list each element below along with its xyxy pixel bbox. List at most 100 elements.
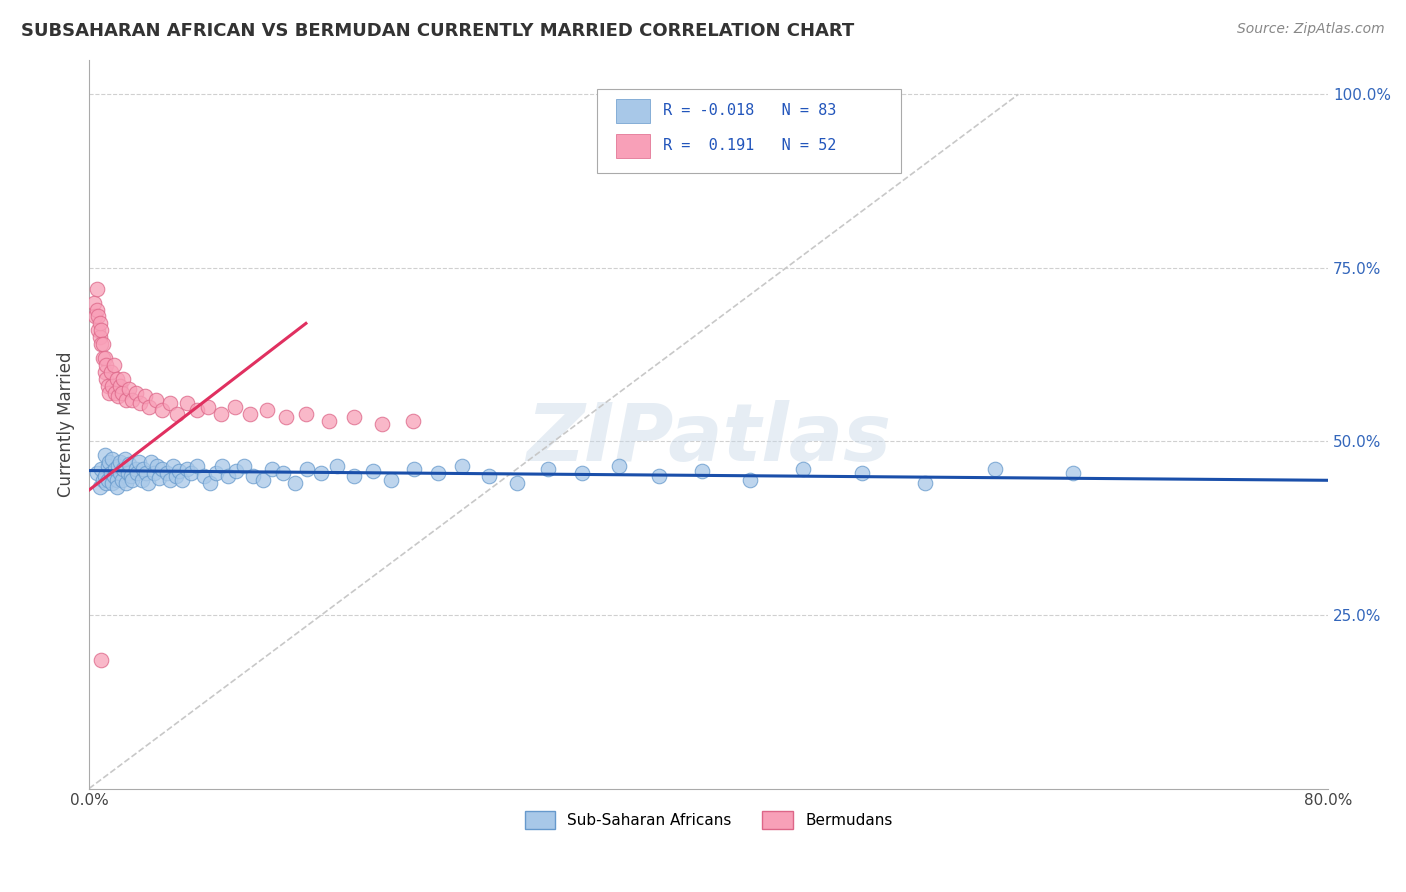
Point <box>91 337 114 351</box>
Point <box>326 458 349 473</box>
Point <box>115 392 138 407</box>
Point <box>297 462 319 476</box>
Point <box>121 392 143 407</box>
Point <box>166 407 188 421</box>
Point <box>108 466 131 480</box>
Point <box>103 358 125 372</box>
FancyBboxPatch shape <box>598 89 901 172</box>
Point <box>217 469 239 483</box>
Point <box>571 466 593 480</box>
Point <box>139 455 162 469</box>
Text: ZIPatlas: ZIPatlas <box>526 400 891 477</box>
Point <box>536 462 558 476</box>
Point <box>311 466 333 480</box>
Point <box>198 476 221 491</box>
Point <box>118 382 141 396</box>
Point <box>108 455 131 469</box>
Point <box>101 379 124 393</box>
Point <box>209 407 232 421</box>
Point <box>271 466 294 480</box>
Point <box>159 396 181 410</box>
Point <box>94 372 117 386</box>
Point <box>180 466 202 480</box>
Point <box>295 407 318 421</box>
Point <box>167 464 190 478</box>
Point <box>176 462 198 476</box>
Point <box>914 476 936 491</box>
Text: R =  0.191   N = 52: R = 0.191 N = 52 <box>662 138 837 153</box>
Point <box>242 469 264 483</box>
Point <box>89 317 111 331</box>
Point <box>105 473 128 487</box>
Point <box>98 455 121 469</box>
Point <box>84 310 107 324</box>
Point <box>505 476 527 491</box>
Point <box>205 466 228 480</box>
Point <box>143 466 166 480</box>
Text: R = -0.018   N = 83: R = -0.018 N = 83 <box>662 103 837 118</box>
Point <box>108 379 131 393</box>
Point <box>91 473 114 487</box>
Point <box>125 466 148 480</box>
Point <box>186 458 208 473</box>
Point <box>380 473 402 487</box>
Point <box>97 379 120 393</box>
Point <box>107 389 129 403</box>
Point <box>112 372 135 386</box>
Point <box>104 462 127 476</box>
Point <box>224 400 246 414</box>
Point <box>90 323 112 337</box>
Point <box>159 473 181 487</box>
Point <box>197 400 219 414</box>
Bar <box>616 99 651 123</box>
Point <box>150 403 173 417</box>
Point <box>792 462 814 476</box>
Point <box>93 351 115 365</box>
Point <box>607 458 630 473</box>
Point <box>426 466 449 480</box>
Point <box>128 455 150 469</box>
Point <box>124 385 146 400</box>
Point <box>451 458 474 473</box>
Point <box>114 451 136 466</box>
Point <box>93 469 115 483</box>
Point <box>225 464 247 478</box>
Point <box>274 410 297 425</box>
Point <box>343 410 366 425</box>
Point <box>146 458 169 473</box>
Point <box>97 473 120 487</box>
Point <box>136 476 159 491</box>
Point <box>112 462 135 476</box>
Point <box>148 470 170 484</box>
Point <box>145 392 167 407</box>
Point <box>118 457 141 471</box>
Point <box>86 302 108 317</box>
Point <box>100 466 122 480</box>
Point <box>110 385 132 400</box>
Legend: Sub-Saharan Africans, Bermudans: Sub-Saharan Africans, Bermudans <box>519 805 898 836</box>
Point <box>135 466 157 480</box>
Point <box>124 462 146 476</box>
Point <box>103 469 125 483</box>
Point <box>155 466 177 480</box>
Y-axis label: Currently Married: Currently Married <box>58 351 75 497</box>
Point <box>318 414 340 428</box>
Point <box>284 476 307 491</box>
Point <box>176 396 198 410</box>
Point <box>98 385 121 400</box>
Point <box>86 466 108 480</box>
Point <box>117 466 139 480</box>
Point <box>90 653 112 667</box>
Point <box>91 351 114 365</box>
Point <box>404 462 426 476</box>
Point <box>165 469 187 483</box>
Point <box>94 358 117 372</box>
Point <box>83 295 105 310</box>
Point <box>138 400 160 414</box>
Point <box>740 473 762 487</box>
Point <box>93 365 115 379</box>
Point <box>121 473 143 487</box>
Point <box>648 469 671 483</box>
Point <box>86 282 108 296</box>
Point <box>1062 466 1084 480</box>
